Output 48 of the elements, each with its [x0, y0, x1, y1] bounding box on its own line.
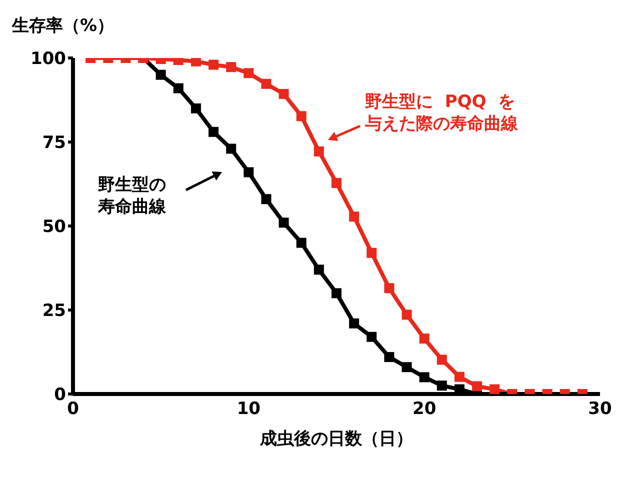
- point: [261, 194, 272, 204]
- annotation: 野生型の寿命曲線: [98, 174, 167, 218]
- point: [402, 310, 412, 320]
- point: [332, 178, 342, 188]
- point: [402, 362, 412, 372]
- point: [490, 384, 500, 394]
- point: [472, 381, 482, 392]
- point: [190, 103, 201, 114]
- point: [226, 144, 236, 154]
- point: [278, 88, 289, 99]
- point: [332, 288, 342, 298]
- y-tick-label: 0: [54, 385, 66, 406]
- y-tick-label: 100: [30, 49, 66, 70]
- x-tick-label: 10: [236, 399, 261, 420]
- point: [349, 318, 360, 328]
- point: [261, 78, 272, 89]
- y-tick-label: 75: [42, 133, 66, 154]
- point: [208, 60, 219, 70]
- point: [366, 248, 377, 258]
- point: [436, 380, 447, 391]
- x-tick-label: 30: [588, 399, 612, 420]
- point: [384, 283, 394, 294]
- point: [314, 264, 324, 275]
- point: [366, 332, 377, 342]
- point: [314, 146, 324, 156]
- point: [296, 238, 306, 248]
- point: [349, 212, 360, 222]
- point: [454, 372, 464, 382]
- point: [156, 70, 166, 80]
- point: [419, 334, 430, 344]
- point: [384, 352, 394, 362]
- point: [226, 62, 236, 72]
- point: [278, 218, 289, 228]
- x-axis-title: 成虫後の日数（日）: [259, 429, 413, 449]
- point: [244, 167, 254, 178]
- point: [173, 83, 184, 94]
- point: [190, 58, 201, 66]
- y-tick-label: 25: [42, 301, 66, 322]
- y-axis-title: 生存率（%）: [12, 15, 114, 37]
- x-tick-label: 20: [412, 399, 436, 420]
- point: [208, 126, 219, 137]
- point: [419, 372, 430, 382]
- annotation: 野生型に PQQ を与えた際の寿命曲線: [365, 91, 519, 135]
- point: [296, 111, 306, 122]
- point: [244, 68, 254, 78]
- x-tick-label: 0: [67, 399, 80, 420]
- point: [436, 354, 447, 365]
- y-tick-label: 50: [42, 217, 66, 238]
